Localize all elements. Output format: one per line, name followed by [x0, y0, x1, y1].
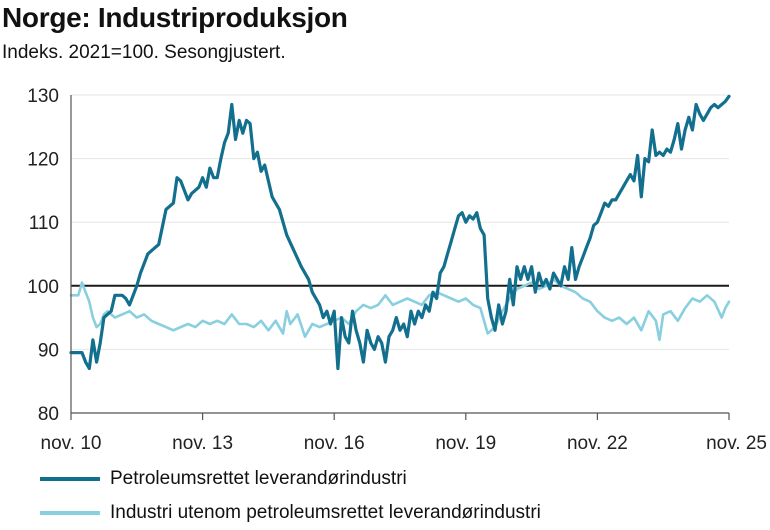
x-tick-labels: nov. 10 nov. 13 nov. 16 nov. 19 nov. 22 nov. …	[41, 433, 767, 454]
legend: Petroleumsrettet leverandørindustri Indu…	[40, 462, 541, 530]
x-tick-label-1: nov. 13	[172, 433, 233, 454]
y-tick-label-90: 90	[38, 340, 59, 361]
legend-item-petroleum: Petroleumsrettet leverandørindustri	[40, 462, 541, 496]
legend-label-other-industry: Industri utenom petroleumsrettet leveran…	[110, 502, 541, 523]
legend-item-other-industry: Industri utenom petroleumsrettet leveran…	[40, 496, 541, 530]
grid-lines	[71, 94, 729, 350]
x-tick-label-5: nov. 25	[706, 433, 767, 454]
series-lines	[69, 94, 731, 371]
legend-swatch-dark	[40, 477, 100, 481]
chart-subtitle: Indeks. 2021=100. Sesongjustert.	[2, 42, 286, 63]
y-tick-label-120: 120	[27, 150, 59, 171]
series-line-other-industry	[69, 278, 731, 342]
y-tick-labels: 80 90 100 110 120 130	[27, 86, 59, 425]
y-tick-label-100: 100	[27, 277, 59, 298]
y-tick-label-130: 130	[27, 86, 59, 107]
x-tick-label-4: nov. 22	[567, 433, 628, 454]
series-line-petroleum	[69, 94, 731, 371]
legend-swatch-light	[40, 511, 100, 515]
x-tick-label-0: nov. 10	[41, 433, 102, 454]
y-tick-label-110: 110	[29, 213, 59, 234]
chart-title: Norge: Industriproduksjon	[2, 2, 348, 33]
x-tick-label-3: nov. 19	[435, 433, 496, 454]
y-tick-label-80: 80	[38, 404, 59, 425]
axes	[70, 95, 730, 420]
legend-label-petroleum: Petroleumsrettet leverandørindustri	[110, 468, 407, 489]
x-tick-label-2: nov. 16	[304, 433, 365, 454]
